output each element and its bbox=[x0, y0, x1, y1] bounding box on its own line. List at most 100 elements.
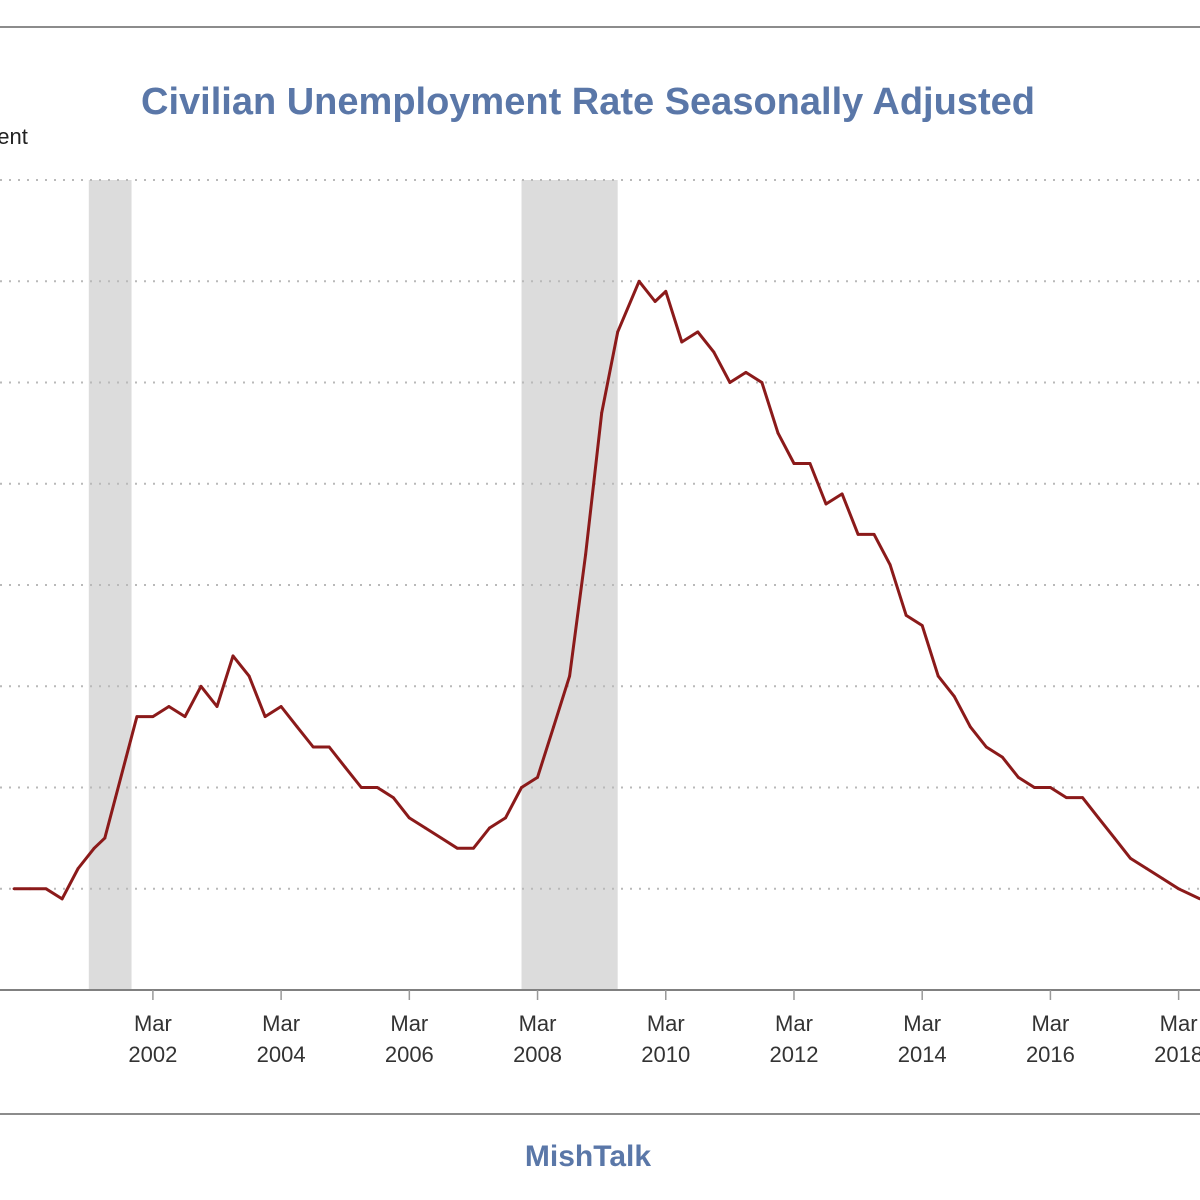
data-point bbox=[423, 826, 427, 830]
data-point bbox=[1113, 836, 1116, 840]
x-tick-label-month: Mar bbox=[262, 1011, 300, 1036]
data-point bbox=[44, 887, 48, 891]
data-point bbox=[12, 887, 16, 891]
data-point bbox=[504, 816, 507, 820]
x-tick-label-year: 2018 bbox=[1154, 1042, 1200, 1067]
data-point bbox=[840, 492, 844, 496]
data-point bbox=[552, 725, 555, 729]
data-point bbox=[637, 279, 641, 283]
data-point bbox=[984, 745, 988, 749]
x-tick-label-month: Mar bbox=[903, 1011, 941, 1036]
x-tick-label-month: Mar bbox=[1160, 1011, 1198, 1036]
data-point bbox=[680, 340, 684, 344]
data-point bbox=[92, 846, 96, 850]
data-point bbox=[1145, 867, 1148, 870]
x-tick-label-year: 2008 bbox=[513, 1042, 562, 1067]
data-point bbox=[151, 715, 155, 719]
data-point bbox=[696, 330, 700, 334]
x-tick-label-month: Mar bbox=[1031, 1011, 1069, 1036]
data-point bbox=[920, 624, 924, 627]
data-point bbox=[968, 725, 972, 729]
x-tick-label-month: Mar bbox=[134, 1011, 172, 1036]
data-point bbox=[744, 370, 748, 374]
data-point bbox=[1065, 796, 1068, 800]
recession-band-1 bbox=[88, 180, 132, 990]
data-point bbox=[653, 300, 657, 303]
data-point bbox=[327, 745, 331, 749]
data-point bbox=[76, 867, 80, 870]
x-tick-label-year: 2016 bbox=[1026, 1042, 1075, 1067]
data-point bbox=[616, 330, 620, 334]
data-point bbox=[664, 289, 668, 293]
data-point bbox=[359, 786, 363, 789]
data-point bbox=[295, 725, 299, 729]
footer-brand: MishTalk bbox=[525, 1140, 651, 1173]
data-point bbox=[856, 532, 860, 536]
data-point bbox=[28, 887, 32, 891]
x-axis-ticks: Mar 2002 Mar 2004 Mar 2006 Mar 2008 Mar 2010 Mar 20… bbox=[128, 990, 1200, 1067]
data-point bbox=[247, 674, 251, 678]
data-point bbox=[103, 836, 107, 840]
data-point bbox=[872, 532, 876, 536]
data-point bbox=[60, 897, 64, 901]
data-point bbox=[888, 563, 892, 567]
x-tick-label-year: 2006 bbox=[385, 1042, 434, 1067]
data-point bbox=[472, 846, 475, 850]
data-point bbox=[952, 694, 956, 698]
data-point bbox=[375, 786, 379, 789]
x-tick-label-year: 2004 bbox=[257, 1042, 306, 1067]
x-tick-label-month: Mar bbox=[647, 1011, 685, 1036]
data-point bbox=[520, 786, 523, 789]
data-point bbox=[936, 674, 940, 678]
data-point bbox=[712, 350, 716, 354]
data-point bbox=[1129, 856, 1132, 860]
data-point bbox=[776, 431, 780, 435]
data-point bbox=[1000, 755, 1004, 759]
data-point bbox=[183, 715, 187, 719]
data-point bbox=[1032, 786, 1036, 789]
data-point bbox=[1049, 786, 1052, 789]
x-tick-label-year: 2010 bbox=[641, 1042, 690, 1067]
x-tick-label-year: 2012 bbox=[770, 1042, 819, 1067]
data-point bbox=[1097, 816, 1100, 820]
data-point bbox=[456, 846, 459, 850]
data-point bbox=[343, 765, 347, 769]
data-point bbox=[488, 826, 491, 830]
data-point bbox=[728, 381, 732, 384]
chart-title: Civilian Unemployment Rate Seasonally Ad… bbox=[141, 81, 1035, 123]
data-point bbox=[215, 705, 219, 708]
data-point bbox=[167, 705, 171, 708]
data-point bbox=[536, 775, 539, 779]
x-tick-label-month: Mar bbox=[775, 1011, 813, 1036]
data-point bbox=[199, 684, 203, 688]
data-point bbox=[568, 674, 572, 678]
data-point bbox=[600, 411, 604, 415]
data-point bbox=[114, 796, 117, 800]
data-point bbox=[135, 715, 139, 719]
x-tick-label-year: 2002 bbox=[128, 1042, 177, 1067]
data-point bbox=[792, 462, 796, 465]
data-point bbox=[124, 755, 128, 759]
series-line bbox=[14, 279, 1200, 901]
data-point bbox=[1177, 887, 1181, 891]
data-point bbox=[808, 462, 812, 465]
data-point bbox=[1016, 775, 1020, 779]
data-point bbox=[279, 705, 283, 708]
data-point bbox=[263, 715, 267, 719]
recession-shading bbox=[88, 180, 618, 990]
data-point bbox=[231, 654, 235, 658]
data-point bbox=[824, 502, 828, 506]
data-point bbox=[1161, 877, 1165, 881]
data-point bbox=[311, 745, 315, 749]
recession-band-2 bbox=[521, 180, 618, 990]
y-axis-label: Percent bbox=[0, 124, 28, 149]
x-tick-label-month: Mar bbox=[519, 1011, 557, 1036]
data-point bbox=[760, 381, 764, 384]
data-point bbox=[407, 816, 411, 820]
data-point bbox=[1081, 796, 1084, 800]
x-tick-label-month: Mar bbox=[390, 1011, 428, 1036]
data-point bbox=[391, 796, 395, 800]
data-point bbox=[439, 836, 443, 840]
data-point bbox=[904, 613, 908, 617]
x-tick-label-year: 2014 bbox=[898, 1042, 947, 1067]
